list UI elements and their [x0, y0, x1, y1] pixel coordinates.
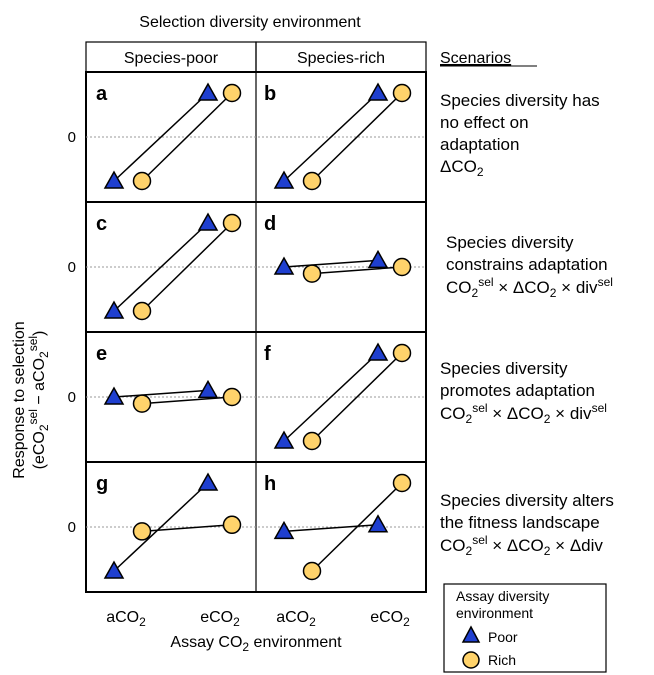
legend-title-line2: environment [456, 605, 533, 621]
marker-rich-c-0 [132, 301, 152, 321]
legend-title-line1: Assay diversity [456, 588, 549, 604]
marker-rich-h-1 [392, 473, 412, 493]
legend-poor-label: Poor [488, 629, 518, 645]
scenario-2-line3: CO2sel × ΔCO2 × divsel [446, 275, 613, 300]
marker-rich-a-0 [132, 171, 152, 191]
series-line-poor-f [283, 352, 379, 442]
scenario-1-line4: ΔCO2 [440, 157, 484, 179]
legend-triangle-icon [461, 625, 481, 643]
series-line-poor-c [113, 222, 209, 312]
series-line-poor-b [283, 92, 379, 182]
scenario-4-line3: CO2sel × ΔCO2 × Δdiv [440, 533, 603, 558]
scenario-c-d: Species diversity constrains adaptation … [446, 233, 613, 300]
series-line-poor-h [283, 524, 379, 533]
panel-letter-c: c [96, 213, 107, 235]
scenario-2-line2: constrains adaptation [446, 255, 608, 274]
scenario-1-line3: adaptation [440, 135, 519, 154]
marker-rich-f-0 [302, 431, 322, 451]
scenario-a-b: Species diversity has no effect on adapt… [440, 91, 600, 179]
x-tick-eco2-poor: eCO2 [200, 609, 240, 629]
marker-rich-d-0 [302, 264, 322, 283]
marker-poor-d-1 [367, 249, 389, 269]
marker-poor-c-1 [197, 212, 219, 231]
series-line-rich-e [141, 396, 233, 405]
series-line-rich-h [311, 482, 403, 572]
scenario-e-f: Species diversity promotes adaptation CO… [440, 359, 607, 426]
scenario-g-h: Species diversity alters the fitness lan… [440, 491, 614, 558]
x-tick-eco2-rich: eCO2 [370, 609, 410, 629]
marker-poor-d-0 [273, 256, 295, 275]
x-tick-aco2-poor: aCO2 [106, 609, 146, 629]
marker-rich-e-1 [222, 387, 242, 407]
scenario-4-line2: the fitness landscape [440, 513, 600, 532]
scenario-1-line2: no effect on [440, 113, 529, 132]
marker-poor-f-1 [367, 342, 389, 361]
marker-rich-c-1 [222, 213, 242, 233]
y-axis-line1: Response to selection [11, 321, 28, 478]
scenario-3-line3: CO2sel × ΔCO2 × divsel [440, 401, 607, 426]
panel-letter-f: f [264, 343, 271, 365]
series-line-rich-c [141, 222, 233, 312]
column-header-species-poor: Species-poor [124, 50, 219, 67]
marker-rich-d-1 [392, 257, 412, 277]
marker-poor-b-0 [273, 170, 295, 189]
scenario-2-line1: Species diversity [446, 233, 574, 252]
zero-label-row-4: 0 [68, 519, 76, 536]
scenarios-heading: Scenarios [440, 50, 511, 67]
marker-rich-b-1 [392, 83, 412, 103]
series-line-poor-a [113, 92, 209, 182]
series-line-rich-a [141, 92, 233, 182]
marker-rich-h-0 [302, 561, 322, 581]
y-axis-line2: (eCO2sel − aCO2sel) [26, 331, 51, 470]
marker-poor-h-1 [367, 514, 389, 533]
marker-poor-c-0 [103, 300, 125, 319]
scenario-3-line2: promotes adaptation [440, 381, 595, 400]
panel-grid [85, 71, 427, 593]
marker-rich-e-0 [132, 394, 152, 413]
panel-letter-g: g [96, 473, 108, 495]
panel-letter-a: a [96, 83, 108, 105]
panel-letter-h: h [264, 473, 276, 495]
marker-rich-g-0 [132, 522, 152, 541]
zero-label-row-1: 0 [68, 129, 76, 146]
marker-poor-f-0 [273, 430, 295, 449]
series-line-poor-d [283, 259, 379, 268]
x-tick-aco2-rich: aCO2 [276, 609, 316, 629]
series-line-rich-d [311, 266, 403, 275]
marker-poor-g-0 [103, 560, 125, 579]
selection-diversity-title: Selection diversity environment [139, 14, 361, 31]
marker-poor-h-0 [273, 520, 295, 540]
scenario-3-line1: Species diversity [440, 359, 568, 378]
zero-label-row-3: 0 [68, 389, 76, 406]
legend: Assay diversity environment Poor Rich [443, 583, 607, 673]
marker-rich-a-1 [222, 83, 242, 103]
marker-poor-e-1 [197, 379, 219, 399]
y-axis-label: Response to selection (eCO2sel − aCO2sel… [11, 321, 51, 478]
column-header-species-rich: Species-rich [297, 50, 385, 67]
marker-poor-a-0 [103, 170, 125, 189]
marker-poor-a-1 [197, 82, 219, 101]
zero-label-row-2: 0 [68, 259, 76, 276]
chart-marks [103, 82, 412, 581]
series-line-rich-g [141, 524, 233, 533]
marker-poor-g-1 [197, 472, 219, 491]
series-line-rich-f [311, 352, 403, 442]
series-line-poor-g [113, 482, 209, 572]
panel-letter-d: d [264, 213, 276, 235]
legend-rich-label: Rich [488, 652, 516, 668]
marker-poor-e-0 [103, 386, 125, 405]
marker-rich-b-0 [302, 171, 322, 191]
marker-poor-b-1 [367, 82, 389, 101]
x-axis-label: Assay CO2 environment [170, 634, 342, 654]
panel-letter-b: b [264, 83, 276, 105]
panel-letter-e: e [96, 343, 107, 365]
marker-rich-f-1 [392, 343, 412, 363]
scenario-4-line1: Species diversity alters [440, 491, 614, 510]
legend-circle-icon [462, 651, 480, 669]
marker-rich-g-1 [222, 515, 242, 535]
series-line-poor-e [113, 389, 209, 398]
scenario-1-line1: Species diversity has [440, 91, 600, 110]
series-line-rich-b [311, 92, 403, 182]
